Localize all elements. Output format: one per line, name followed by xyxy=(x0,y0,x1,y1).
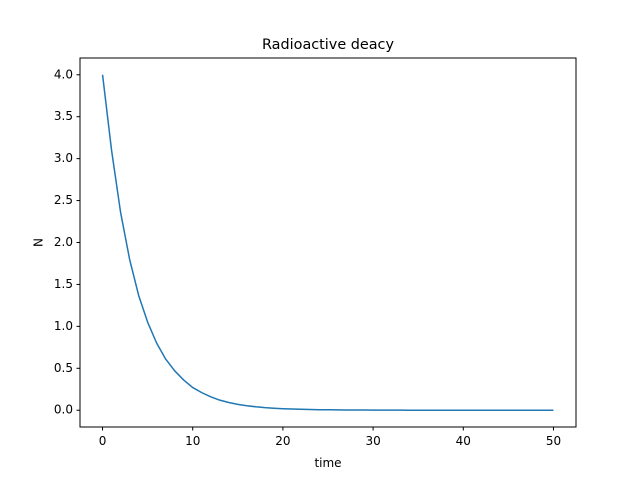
x-tick-label: 30 xyxy=(365,434,380,448)
axis-ticks: 0 10 20 30 40 50 0.0 0.5 1.0 1.5 2.0 2.5 3.0 3.5 4.0 xyxy=(54,67,561,448)
plot-area xyxy=(101,74,554,411)
chart-title: Radioactive deacy xyxy=(262,37,394,53)
x-axis-label: time xyxy=(314,456,341,470)
y-tick-label: 2.0 xyxy=(54,235,73,249)
x-tick-label: 10 xyxy=(185,434,200,448)
x-tick-label: 0 xyxy=(99,434,107,448)
x-tick-label: 20 xyxy=(275,434,290,448)
y-tick-label: 0.0 xyxy=(54,403,73,417)
y-tick-label: 0.5 xyxy=(54,361,73,375)
y-tick-label: 3.5 xyxy=(54,109,73,123)
x-tick-label: 50 xyxy=(546,434,561,448)
y-tick-label: 1.5 xyxy=(54,277,73,291)
y-tick-label: 2.5 xyxy=(54,193,73,207)
x-tick-label: 40 xyxy=(456,434,471,448)
y-tick-label: 4.0 xyxy=(54,67,73,81)
series-line-0 xyxy=(101,74,554,411)
y-tick-label: 3.0 xyxy=(54,151,73,165)
y-axis-label: N xyxy=(32,238,46,247)
y-tick-label: 1.0 xyxy=(54,319,73,333)
axes-frame xyxy=(79,57,577,428)
